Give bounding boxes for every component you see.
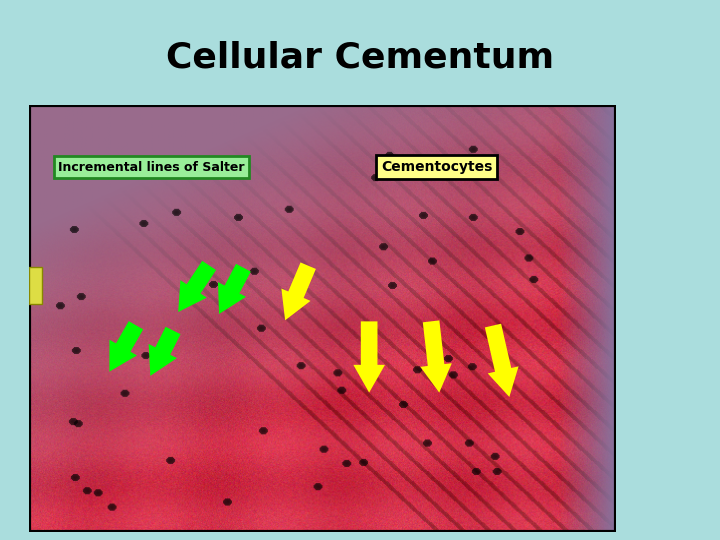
Bar	[29, 267, 42, 303]
Text: Cementocytes: Cementocytes	[381, 160, 492, 174]
Text: Cellular Cementum: Cellular Cementum	[166, 41, 554, 75]
Text: Incremental lines of Salter: Incremental lines of Salter	[58, 161, 245, 174]
